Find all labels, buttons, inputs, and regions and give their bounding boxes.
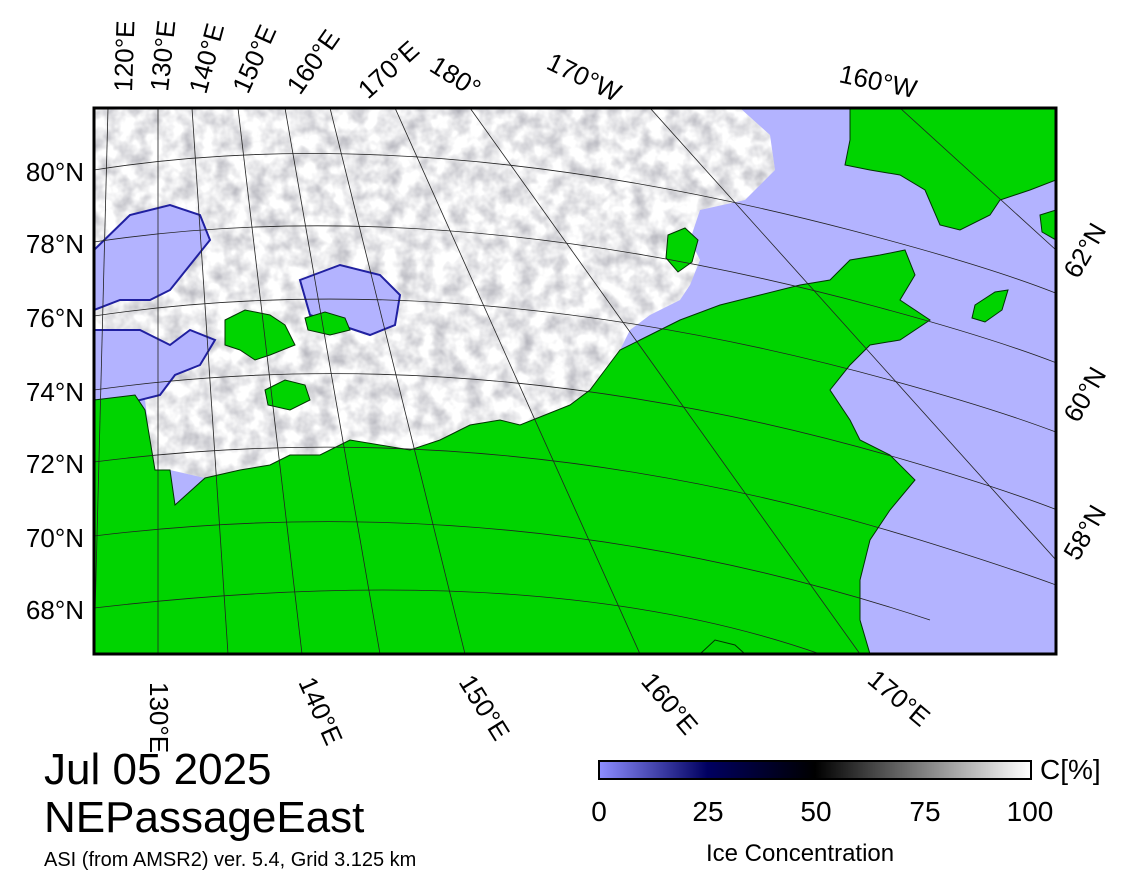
latitude-label: 68°N xyxy=(26,595,84,625)
longitude-label: 130°E xyxy=(144,682,174,753)
latitude-labels-right: 62°N 60°N 58°N xyxy=(1057,218,1112,565)
longitude-label: 160°W xyxy=(837,59,920,105)
colorbar-tick: 50 xyxy=(800,796,832,827)
colorbar-tick: 100 xyxy=(1006,796,1054,827)
land-new-siberian-islands xyxy=(224,309,296,361)
longitude-label: 140°E xyxy=(183,20,230,96)
product-note: ASI (from AMSR2) ver. 5.4, Grid 3.125 km xyxy=(44,849,417,871)
date-title: Jul 05 2025 xyxy=(44,745,272,794)
longitude-label: 160°E xyxy=(635,667,704,741)
longitude-labels-bottom: 130°E 140°E 150°E 160°E 170°E xyxy=(144,664,936,754)
land-wrangel-island xyxy=(665,227,699,273)
region-title: NEPassageEast xyxy=(44,793,365,842)
land-alaska-seward xyxy=(1039,209,1056,241)
longitude-label: 160°E xyxy=(280,24,345,99)
longitude-label: 140°E xyxy=(293,672,349,749)
land-bear-islands xyxy=(264,379,311,411)
colorbar-tick: 75 xyxy=(909,796,941,827)
latitude-label: 62°N xyxy=(1057,218,1112,283)
land-alaska-north xyxy=(844,108,1056,231)
longitude-label: 170°E xyxy=(352,35,425,105)
graticule xyxy=(94,108,1056,654)
latitude-label: 58°N xyxy=(1057,500,1112,565)
latitude-label: 70°N xyxy=(26,523,84,553)
colorbar-tick: 25 xyxy=(692,796,724,827)
colorbar-unit: C[%] xyxy=(1040,754,1101,785)
longitude-label: 130°E xyxy=(144,19,181,93)
latitude-label: 76°N xyxy=(26,303,84,333)
land-kotelny xyxy=(304,311,351,336)
latitude-label: 78°N xyxy=(26,229,84,259)
colorbar xyxy=(598,760,1032,780)
latitude-label: 72°N xyxy=(26,449,84,479)
colorbar-label: Ice Concentration xyxy=(706,840,895,867)
land-st-lawrence-island xyxy=(971,289,1009,323)
longitude-label: 180° xyxy=(425,50,487,104)
latitude-label: 80°N xyxy=(26,157,84,187)
latitude-labels-left: 80°N 78°N 76°N 74°N 72°N 70°N 68°N xyxy=(26,157,84,625)
longitude-label: 150°E xyxy=(226,20,282,97)
longitude-label: 170°E xyxy=(862,664,936,733)
latitude-label: 74°N xyxy=(26,377,84,407)
longitude-label: 120°E xyxy=(108,20,140,92)
open-water-laptev xyxy=(94,203,212,312)
longitude-label: 170°W xyxy=(542,46,626,107)
longitude-label: 150°E xyxy=(453,669,516,745)
colorbar-tick: 0 xyxy=(591,796,607,827)
map-frame xyxy=(92,106,1058,656)
latitude-label: 60°N xyxy=(1057,362,1112,427)
land-kamchatka-tip xyxy=(699,639,746,654)
land-siberia xyxy=(94,249,931,654)
